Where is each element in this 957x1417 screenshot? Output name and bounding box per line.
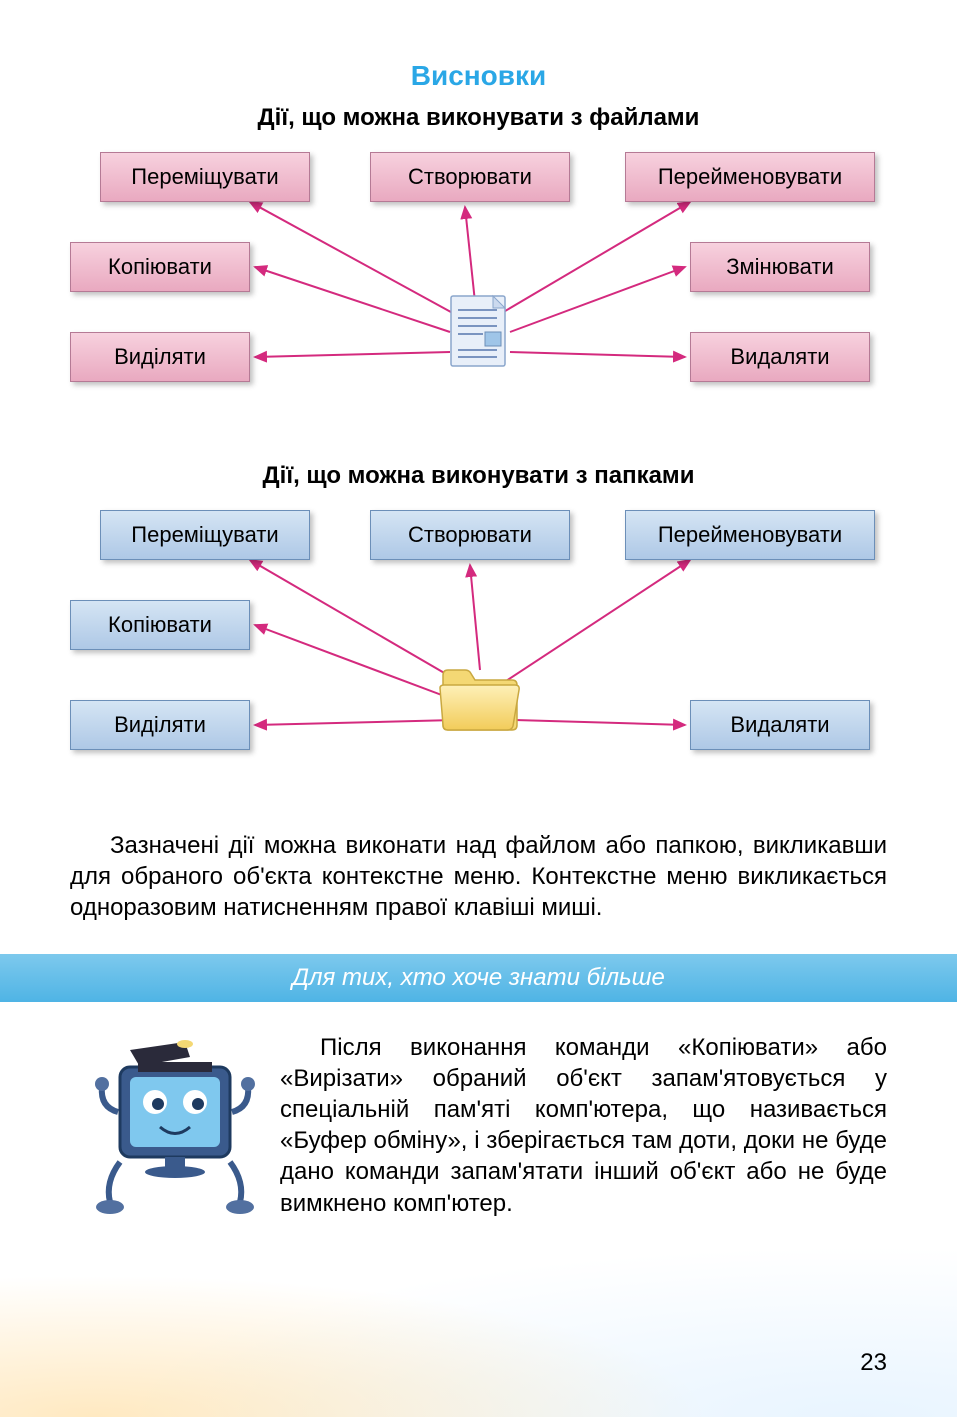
files-diagram: Переміщувати Створювати Перейменовувати Коп…: [70, 152, 890, 432]
action-box: Створювати: [370, 152, 570, 202]
folder-icon: [435, 660, 525, 740]
action-box: Виділяти: [70, 700, 250, 750]
folders-diagram: Переміщувати Створювати Перейменовувати Коп…: [70, 510, 890, 800]
action-box: Переміщувати: [100, 152, 310, 202]
action-box: Переміщувати: [100, 510, 310, 560]
page-number: 23: [860, 1349, 887, 1377]
action-box: Створювати: [370, 510, 570, 560]
action-box: Видаляти: [690, 332, 870, 382]
page-content: Висновки Дії, що можна виконувати з файл…: [0, 0, 957, 1237]
background-decoration: [0, 1217, 957, 1417]
clipboard-paragraph: Після виконання команди «Копіювати» або …: [280, 1032, 887, 1219]
extra-info-section: Після виконання команди «Копіювати» або …: [70, 1032, 887, 1237]
computer-mascot-icon: [90, 1032, 260, 1237]
files-subtitle: Дії, що можна виконувати з файлами: [70, 104, 887, 132]
action-box: Копіювати: [70, 600, 250, 650]
context-menu-paragraph: Зазначені дії можна виконати над файлом …: [70, 830, 887, 924]
folders-subtitle: Дії, що можна виконувати з папками: [70, 462, 887, 490]
action-box: Змінювати: [690, 242, 870, 292]
action-box: Виділяти: [70, 332, 250, 382]
action-box: Копіювати: [70, 242, 250, 292]
more-info-banner: Для тих, хто хоче знати більше: [0, 954, 957, 1002]
action-box: Перейменовувати: [625, 510, 875, 560]
page-title: Висновки: [70, 60, 887, 92]
document-icon: [445, 292, 515, 372]
action-box: Перейменовувати: [625, 152, 875, 202]
action-box: Видаляти: [690, 700, 870, 750]
